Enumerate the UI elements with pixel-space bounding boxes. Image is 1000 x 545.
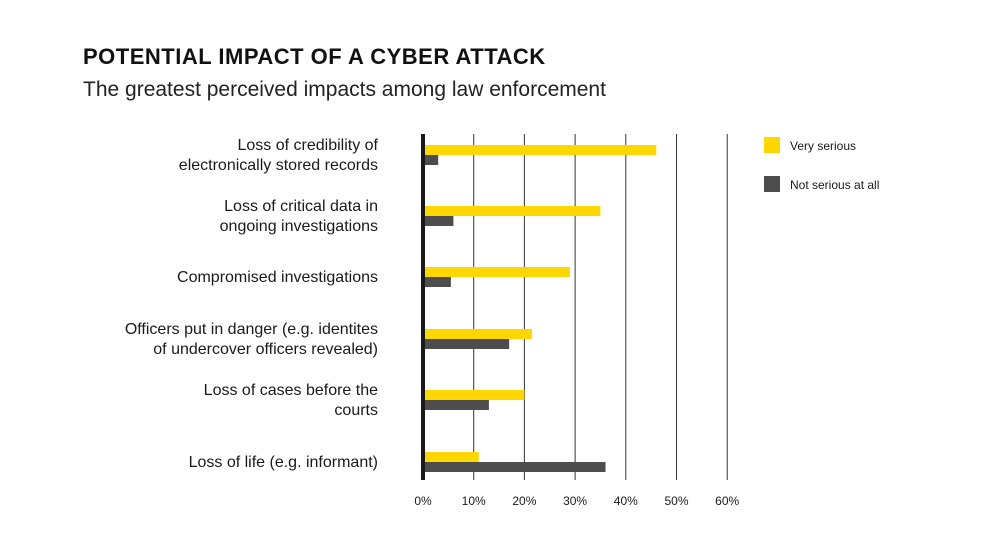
bar-very-serious [423, 145, 657, 155]
category-label: Compromised investigations [177, 269, 378, 286]
x-tick-label: 60% [715, 494, 739, 508]
category-label: Officers put in danger (e.g. identites [125, 321, 378, 338]
legend-label-not-serious: Not serious at all [790, 178, 879, 192]
chart-title: POTENTIAL IMPACT OF A CYBER ATTACK [83, 44, 546, 69]
x-tick-label: 10% [462, 494, 486, 508]
bar-not-serious [423, 155, 439, 165]
chart-subtitle: The greatest perceived impacts among law… [83, 78, 606, 101]
category-label: electronically stored records [179, 157, 378, 174]
category-label: Loss of critical data in [224, 198, 378, 215]
category-label: of undercover officers revealed) [153, 341, 378, 358]
bar-not-serious [423, 277, 451, 287]
x-tick-label: 20% [512, 494, 536, 508]
x-tick-label: 30% [563, 494, 587, 508]
bar-very-serious [423, 206, 601, 216]
legend-swatch-not-serious [764, 176, 780, 192]
legend-swatch-very-serious [764, 137, 780, 153]
bar-not-serious [423, 462, 606, 472]
bar-not-serious [423, 216, 454, 226]
bar-not-serious [423, 339, 510, 349]
x-tick-label: 50% [664, 494, 688, 508]
category-label: ongoing investigations [220, 218, 378, 235]
bar-very-serious [423, 452, 479, 462]
bar-very-serious [423, 390, 525, 400]
category-label: courts [334, 402, 378, 419]
category-label: Loss of life (e.g. informant) [189, 454, 378, 471]
x-tick-label: 40% [614, 494, 638, 508]
legend-label-very-serious: Very serious [790, 139, 856, 153]
bar-very-serious [423, 267, 571, 277]
x-tick-label: 0% [414, 494, 432, 508]
category-label: Loss of cases before the [204, 382, 378, 399]
bar-not-serious [423, 400, 489, 410]
bar-very-serious [423, 329, 533, 339]
category-label: Loss of credibility of [237, 137, 378, 154]
